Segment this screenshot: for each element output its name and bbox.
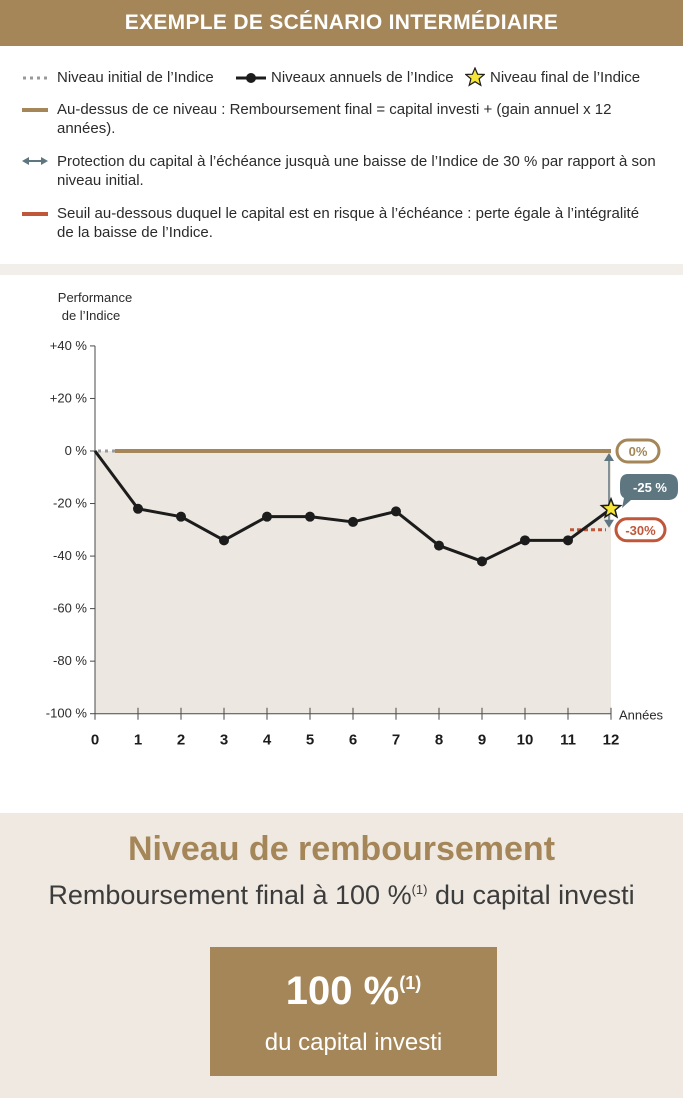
separator-band xyxy=(0,264,683,275)
y-tick-label: +20 % xyxy=(50,390,88,405)
annual-level-point xyxy=(520,535,530,546)
risk-label-pill xyxy=(614,517,667,543)
y-tick-label: -80 % xyxy=(53,653,87,668)
final-level-star xyxy=(599,496,623,519)
repayment-title: Niveau de remboursement xyxy=(127,830,556,868)
protection-arrow-head-up xyxy=(604,453,614,461)
y-tick-label: +40 % xyxy=(50,338,88,353)
annual-level-point xyxy=(434,540,444,551)
zero-label-pill xyxy=(615,438,661,464)
scenario-title: EXEMPLE DE SCÉNARIO INTERMÉDIAIRE xyxy=(124,11,559,34)
risk-label: -30% xyxy=(625,523,656,538)
star-icon xyxy=(465,67,485,87)
legend-row-markers: Niveau initial de l’Indice Niveaux annue… xyxy=(22,66,662,88)
footnote-ref: (1) xyxy=(411,882,428,897)
line-with-dot-icon xyxy=(236,73,266,83)
annual-level-point xyxy=(563,535,573,546)
box-footnote-ref: (1) xyxy=(399,973,422,993)
x-tick-label: 8 xyxy=(435,732,443,749)
x-tick-label: 7 xyxy=(392,732,400,749)
repayment-value: 100 %(1) xyxy=(285,969,422,1013)
dotted-line-icon xyxy=(23,76,47,80)
repayment-subtitle: Remboursement final à 100 %(1) du capita… xyxy=(48,880,635,910)
y-axis-label-line2: de l’Indice xyxy=(62,308,121,323)
annual-level-point xyxy=(133,503,143,514)
scenario-title-banner: EXEMPLE DE SCÉNARIO INTERMÉDIAIRE xyxy=(0,0,683,46)
annual-level-point xyxy=(305,511,315,522)
y-tick-label: -60 % xyxy=(53,601,87,616)
y-tick-label: -40 % xyxy=(53,548,87,563)
annual-level-point xyxy=(477,556,487,567)
annual-level-point xyxy=(219,535,229,546)
x-tick-label: 1 xyxy=(134,732,142,749)
x-tick-label: 6 xyxy=(349,732,357,749)
protection-arrow-head-down xyxy=(604,519,614,528)
brown-line-icon xyxy=(22,108,48,112)
index-performance-chart: Performance de l’Indice +40 % +20 % 0 % -20 %… xyxy=(46,290,678,749)
annual-level-point xyxy=(391,506,401,517)
x-tick-label: 5 xyxy=(306,732,314,749)
x-tick-label: 0 xyxy=(91,732,99,749)
double-arrow-icon xyxy=(22,157,48,165)
y-tick-label: 0 % xyxy=(65,443,88,458)
x-tick-label: 11 xyxy=(560,732,576,749)
annual-level-point xyxy=(348,516,358,527)
zero-label: 0% xyxy=(629,444,648,459)
annual-level-point xyxy=(262,511,272,522)
y-axis-label-line1: Performance xyxy=(58,290,132,305)
chart-area-background xyxy=(95,451,611,714)
repayment-label: du capital investi xyxy=(264,1029,443,1056)
x-tick-label: 10 xyxy=(517,732,534,749)
x-axis-label: Années xyxy=(619,708,664,723)
x-tick-label: 12 xyxy=(603,732,620,749)
x-tick-label: 4 xyxy=(263,732,272,749)
repayment-box: 100 %(1) du capital investi xyxy=(210,947,497,1076)
red-line-icon xyxy=(22,212,48,216)
final-label-callout xyxy=(620,474,678,508)
x-tick-label: 2 xyxy=(177,732,185,749)
x-tick-label: 9 xyxy=(478,732,486,749)
annual-level-point xyxy=(176,511,186,522)
y-tick-label: -20 % xyxy=(53,496,87,511)
x-tick-label: 3 xyxy=(220,732,228,749)
final-label: -25 % xyxy=(633,480,667,495)
y-tick-label: -100 % xyxy=(46,706,88,721)
